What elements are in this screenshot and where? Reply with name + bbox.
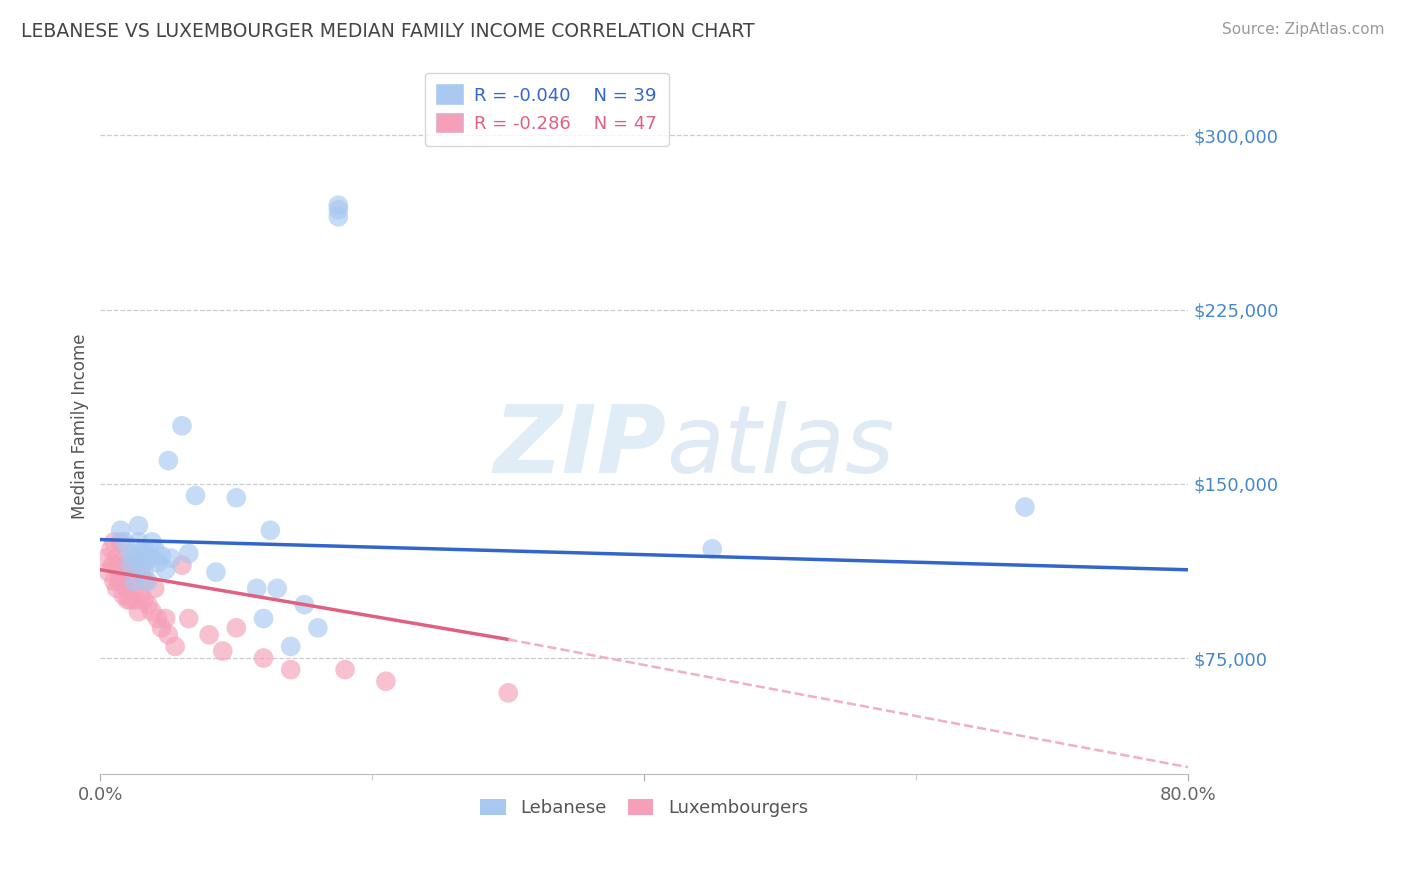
Point	[280, 640, 302, 654]
Point	[157, 628, 180, 642]
Point	[110, 565, 132, 579]
Y-axis label: Median Family Income: Median Family Income	[72, 333, 89, 518]
Point	[132, 593, 155, 607]
Point	[120, 565, 142, 579]
Point	[136, 574, 159, 589]
Text: LEBANESE VS LUXEMBOURGER MEDIAN FAMILY INCOME CORRELATION CHART: LEBANESE VS LUXEMBOURGER MEDIAN FAMILY I…	[21, 22, 755, 41]
Text: atlas: atlas	[666, 401, 894, 492]
Point	[259, 523, 281, 537]
Point	[266, 582, 288, 596]
Point	[127, 535, 149, 549]
Point	[124, 558, 146, 573]
Point	[170, 558, 193, 573]
Point	[132, 541, 155, 556]
Point	[177, 547, 200, 561]
Point	[211, 644, 233, 658]
Point	[107, 558, 129, 573]
Point	[225, 491, 247, 505]
Point	[198, 628, 221, 642]
Point	[94, 551, 117, 566]
Point	[124, 574, 146, 589]
Point	[112, 588, 135, 602]
Legend: Lebanese, Luxembourgers: Lebanese, Luxembourgers	[474, 791, 815, 824]
Point	[134, 574, 156, 589]
Point	[184, 488, 207, 502]
Point	[108, 574, 131, 589]
Point	[177, 611, 200, 625]
Point	[157, 453, 180, 467]
Point	[111, 574, 134, 589]
Point	[120, 547, 142, 561]
Point	[143, 541, 166, 556]
Point	[280, 663, 302, 677]
Point	[129, 558, 152, 573]
Point	[307, 621, 329, 635]
Text: ZIP: ZIP	[494, 401, 666, 492]
Point	[120, 593, 142, 607]
Point	[129, 547, 152, 561]
Point	[120, 558, 142, 573]
Point	[498, 686, 520, 700]
Point	[101, 558, 124, 573]
Point	[115, 582, 138, 596]
Point	[136, 551, 159, 566]
Point	[125, 593, 148, 607]
Point	[136, 598, 159, 612]
Point	[103, 574, 125, 589]
Point	[129, 565, 152, 579]
Point	[114, 551, 136, 566]
Point	[170, 418, 193, 433]
Point	[110, 535, 132, 549]
Point	[127, 518, 149, 533]
Point	[246, 582, 269, 596]
Point	[143, 582, 166, 596]
Point	[333, 663, 356, 677]
Point	[129, 588, 152, 602]
Point	[122, 574, 145, 589]
Point	[150, 549, 173, 563]
Text: Source: ZipAtlas.com: Source: ZipAtlas.com	[1222, 22, 1385, 37]
Point	[160, 551, 183, 566]
Point	[165, 640, 187, 654]
Point	[374, 674, 396, 689]
Point	[146, 611, 169, 625]
Point	[141, 551, 163, 566]
Point	[132, 565, 155, 579]
Point	[1014, 500, 1036, 514]
Point	[150, 621, 173, 635]
Point	[225, 621, 247, 635]
Point	[103, 535, 125, 549]
Point	[328, 198, 350, 212]
Point	[141, 605, 163, 619]
Point	[117, 593, 139, 607]
Point	[124, 551, 146, 566]
Point	[141, 535, 163, 549]
Point	[105, 582, 128, 596]
Point	[702, 541, 724, 556]
Point	[252, 651, 274, 665]
Point	[205, 565, 228, 579]
Point	[97, 565, 120, 579]
Point	[125, 574, 148, 589]
Point	[114, 535, 136, 549]
Point	[117, 558, 139, 573]
Point	[110, 523, 132, 537]
Point	[127, 605, 149, 619]
Point	[105, 551, 128, 566]
Point	[100, 541, 122, 556]
Point	[155, 611, 177, 625]
Point	[252, 611, 274, 625]
Point	[292, 598, 315, 612]
Point	[328, 210, 350, 224]
Point	[155, 563, 177, 577]
Point	[146, 556, 169, 570]
Point	[328, 202, 350, 217]
